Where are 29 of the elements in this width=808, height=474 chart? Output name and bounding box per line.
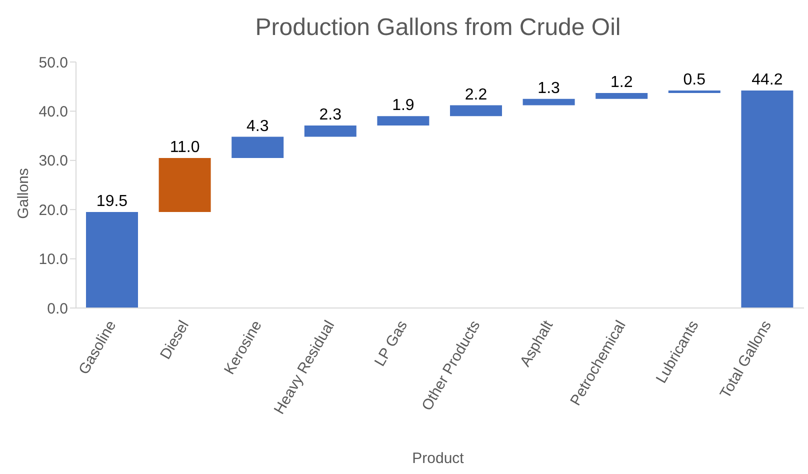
y-tick-label: 0.0: [47, 300, 68, 318]
y-tick-label: 50.0: [38, 54, 68, 72]
bar: [232, 136, 284, 158]
chart-title: Production Gallons from Crude Oil: [254, 13, 622, 43]
data-label: 0.5: [683, 72, 706, 89]
bar: [158, 158, 211, 212]
y-tick-label: 30.0: [38, 152, 68, 170]
bar: [450, 105, 502, 116]
bar: [741, 90, 794, 308]
data-label: 1.3: [538, 80, 560, 97]
y-tick-label: 10.0: [38, 251, 68, 268]
data-label: 2.3: [319, 106, 342, 124]
bar: [304, 125, 356, 137]
y-axis-title: Gallons: [14, 168, 32, 218]
x-axis-title: Product: [411, 450, 465, 467]
y-tick-label: 20.0: [38, 202, 68, 219]
data-label: 1.2: [610, 74, 633, 91]
bar: [86, 212, 138, 308]
y-tick-label: 40.0: [38, 104, 68, 121]
data-label: 1.9: [392, 97, 414, 114]
bar: [596, 92, 648, 99]
bar: [377, 116, 430, 126]
bar: [522, 98, 575, 106]
data-label: 11.0: [170, 138, 200, 156]
x-tick-label: LP Gas: [371, 318, 411, 370]
data-label: 4.3: [246, 118, 269, 135]
data-label: 19.5: [96, 193, 128, 210]
data-label: 2.2: [464, 86, 488, 104]
data-label: 44.2: [752, 72, 783, 89]
